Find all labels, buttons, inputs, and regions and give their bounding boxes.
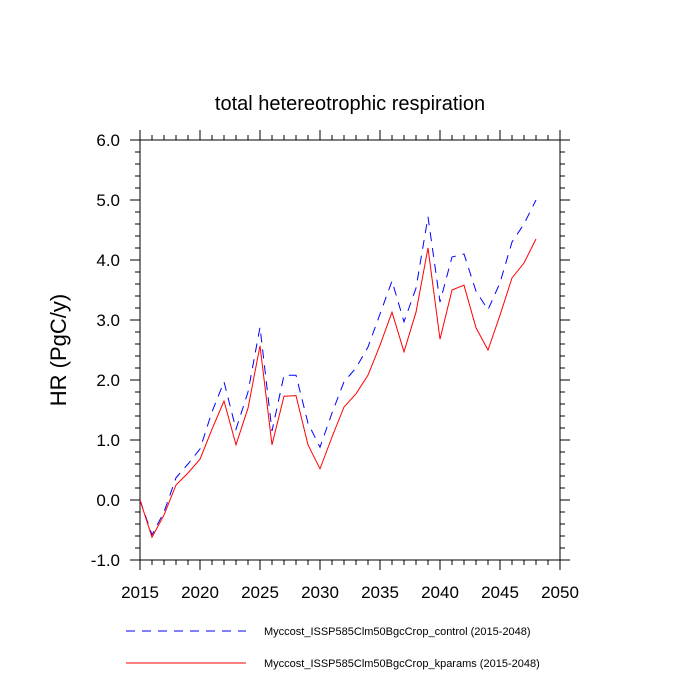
- y-tick-label: 4.0: [96, 251, 120, 270]
- legend: Myccost_ISSP585Clm50BgcCrop_control (201…: [126, 626, 540, 670]
- y-tick-label: 0.0: [96, 491, 120, 510]
- y-axis-label: HR (PgC/y): [46, 294, 71, 406]
- series-line-1: [139, 199, 537, 537]
- x-tick-label: 2050: [541, 583, 579, 602]
- axis-tick-labels: 2015 2020 2025 2030 2035 2040 2045 2050 -1.0 0.0 1…: [91, 131, 579, 602]
- x-tick-label: 2025: [241, 583, 279, 602]
- y-tick-label: 6.0: [96, 131, 120, 150]
- y-tick-label: 3.0: [96, 311, 120, 330]
- x-tick-label: 2030: [301, 583, 339, 602]
- series-line-2: [139, 238, 537, 539]
- y-tick-label: 2.0: [96, 371, 120, 390]
- chart-title: total hetereotrophic respiration: [215, 93, 485, 115]
- legend-label-2: Myccost_ISSP585Clm50BgcCrop_kparams (201…: [264, 658, 540, 670]
- series-lines: [139, 199, 537, 539]
- y-tick-label: 5.0: [96, 191, 120, 210]
- plot-frame: [139, 139, 561, 561]
- y-tick-label: -1.0: [91, 551, 120, 570]
- y-tick-label: 1.0: [96, 431, 120, 450]
- x-tick-label: 2040: [421, 583, 459, 602]
- x-tick-label: 2015: [121, 583, 159, 602]
- x-tick-label: 2020: [181, 583, 219, 602]
- x-tick-label: 2045: [481, 583, 519, 602]
- legend-label-1: Myccost_ISSP585Clm50BgcCrop_control (201…: [264, 626, 531, 638]
- axis-ticks: [130, 130, 570, 570]
- x-tick-label: 2035: [361, 583, 399, 602]
